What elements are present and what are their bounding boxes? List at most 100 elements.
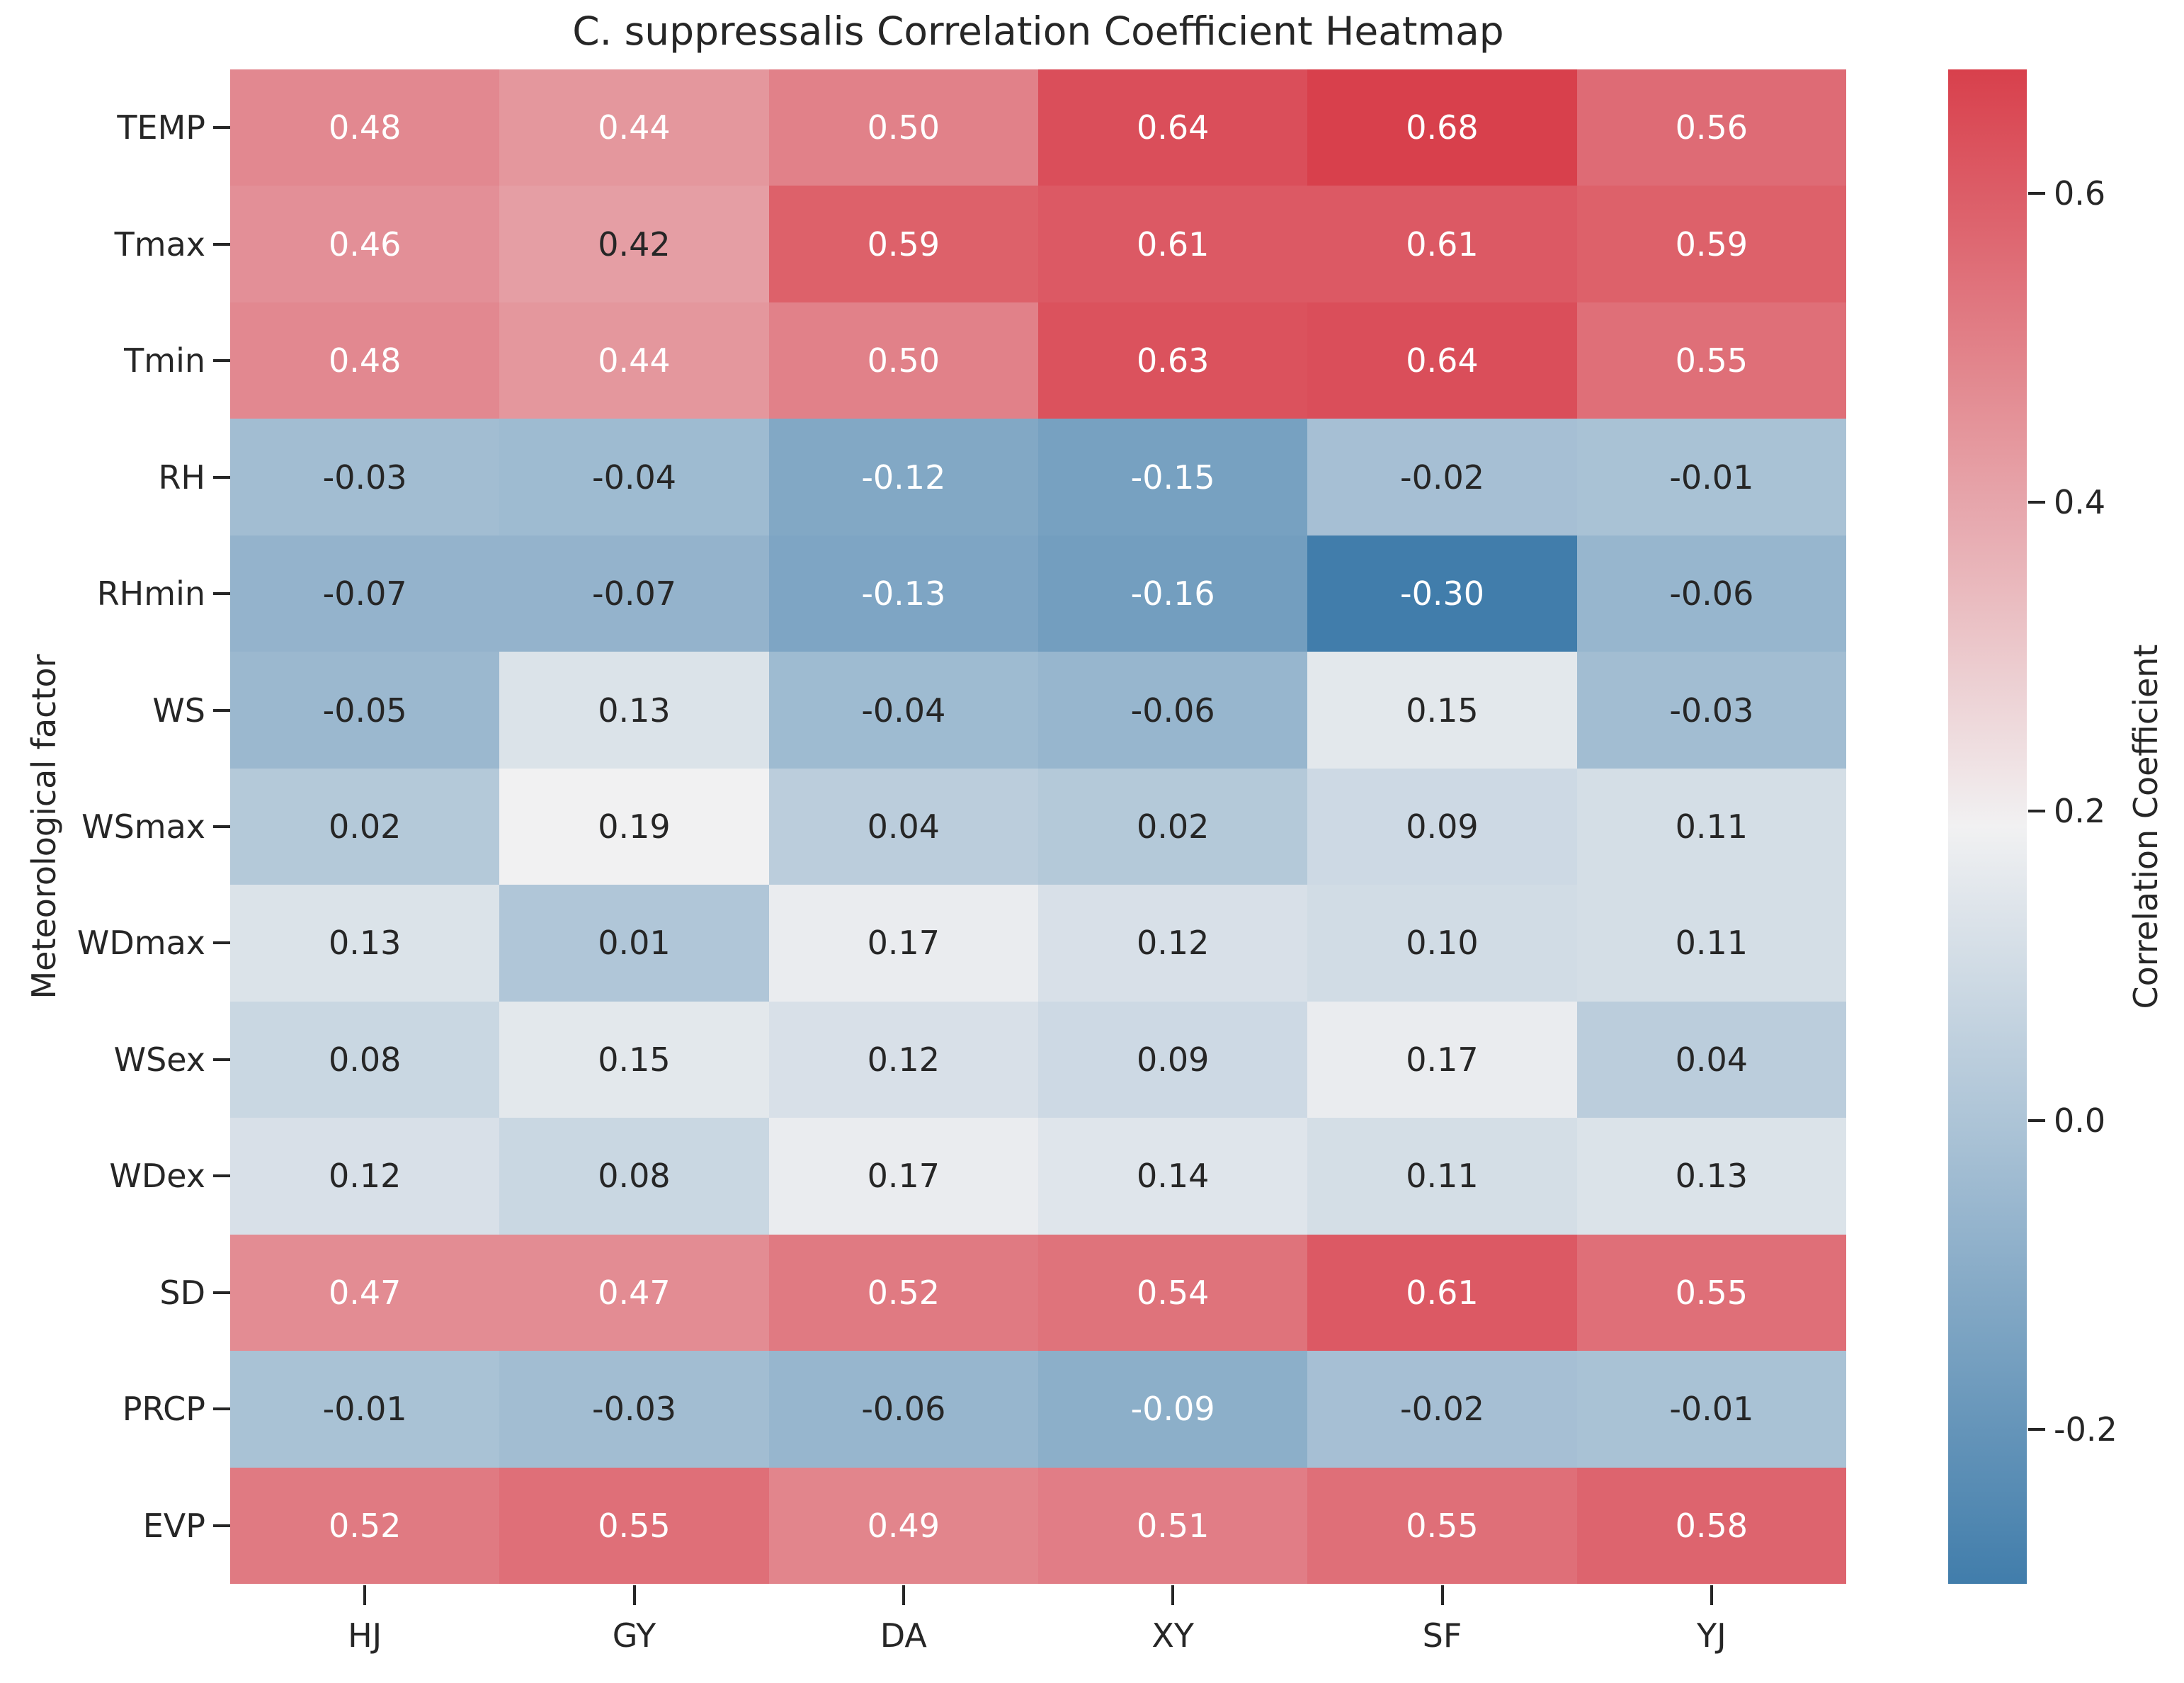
- heatmap-cell: 0.52: [230, 1467, 500, 1584]
- heatmap-cell: 0.61: [1038, 186, 1308, 302]
- heatmap-cell: 0.09: [1038, 1001, 1308, 1118]
- heatmap-cell: -0.13: [768, 535, 1038, 652]
- x-tick-mark: [1171, 1585, 1175, 1605]
- heatmap-cell: 0.11: [1576, 885, 1846, 1002]
- heatmap-cell: 0.15: [499, 1001, 769, 1118]
- heatmap: 0.48 0.44 0.50 0.64 0.68 0.56 0.46 0.42 0.59 0.61…: [230, 69, 1846, 1584]
- y-tick-label: RH: [158, 458, 205, 497]
- heatmap-cell: 0.02: [230, 768, 500, 885]
- y-tick-label: RHmin: [96, 574, 205, 613]
- x-tick-mark: [1440, 1585, 1444, 1605]
- colorbar-tick-label: 0.0: [2054, 1101, 2106, 1140]
- heatmap-cell: 0.47: [499, 1234, 769, 1352]
- heatmap-cell: 0.12: [1038, 885, 1308, 1002]
- heatmap-cell: -0.09: [1038, 1351, 1308, 1468]
- colorbar-tick-label: -0.2: [2054, 1410, 2117, 1449]
- heatmap-cell: 0.13: [499, 652, 769, 769]
- heatmap-cell: 0.08: [499, 1118, 769, 1235]
- heatmap-cell: 0.19: [499, 768, 769, 885]
- y-tick-label: WS: [152, 691, 205, 730]
- heatmap-cell: 0.49: [768, 1467, 1038, 1584]
- heatmap-cell: -0.03: [1576, 652, 1846, 769]
- y-tick-mark: [213, 825, 230, 828]
- colorbar-tick-label: 0.6: [2054, 174, 2106, 212]
- heatmap-cell: 0.02: [1038, 768, 1308, 885]
- y-tick-label: WDex: [109, 1157, 205, 1196]
- y-tick-mark: [213, 475, 230, 479]
- heatmap-cell: 0.52: [768, 1234, 1038, 1352]
- heatmap-cell: 0.11: [1307, 1118, 1577, 1235]
- heatmap-cell: -0.04: [499, 419, 769, 536]
- heatmap-cell: 0.68: [1307, 69, 1577, 186]
- heatmap-cell: 0.09: [1307, 768, 1577, 885]
- x-tick-mark: [363, 1585, 367, 1605]
- heatmap-cell: -0.16: [1038, 535, 1308, 652]
- heatmap-cell: 0.08: [230, 1001, 500, 1118]
- x-tick-label: GY: [612, 1616, 656, 1655]
- heatmap-cell: 0.46: [230, 186, 500, 302]
- heatmap-cell: 0.01: [499, 885, 769, 1002]
- colorbar-tick-mark: [2028, 500, 2045, 504]
- heatmap-cell: 0.12: [768, 1001, 1038, 1118]
- heatmap-cell: -0.03: [230, 419, 500, 536]
- y-tick-mark: [213, 359, 230, 363]
- heatmap-cell: 0.04: [1576, 1001, 1846, 1118]
- heatmap-cell: 0.55: [1576, 1234, 1846, 1352]
- heatmap-cell: -0.07: [230, 535, 500, 652]
- y-tick-label: SD: [159, 1273, 205, 1312]
- heatmap-cell: 0.47: [230, 1234, 500, 1352]
- heatmap-cell: -0.05: [230, 652, 500, 769]
- heatmap-cell: 0.64: [1038, 69, 1308, 186]
- heatmap-cell: 0.56: [1576, 69, 1846, 186]
- heatmap-cell: 0.17: [768, 885, 1038, 1002]
- y-tick-mark: [213, 708, 230, 712]
- x-tick-label: HJ: [348, 1616, 382, 1655]
- x-tick-label: XY: [1151, 1616, 1194, 1655]
- heatmap-cell: 0.64: [1307, 302, 1577, 419]
- y-tick-mark: [213, 1524, 230, 1527]
- heatmap-cell: 0.50: [768, 69, 1038, 186]
- heatmap-cell: -0.06: [1576, 535, 1846, 652]
- heatmap-cell: 0.42: [499, 186, 769, 302]
- y-tick-label: Tmin: [124, 341, 205, 380]
- heatmap-cell: -0.12: [768, 419, 1038, 536]
- heatmap-cell: 0.51: [1038, 1467, 1308, 1584]
- y-tick-mark: [213, 941, 230, 945]
- y-tick-label: PRCP: [122, 1390, 205, 1429]
- heatmap-cell: 0.13: [230, 885, 500, 1002]
- heatmap-cell: -0.30: [1307, 535, 1577, 652]
- heatmap-cell: 0.55: [1307, 1467, 1577, 1584]
- colorbar-tick-mark: [2028, 191, 2045, 195]
- heatmap-cell: -0.01: [1576, 419, 1846, 536]
- y-tick-mark: [213, 242, 230, 246]
- heatmap-cell: 0.10: [1307, 885, 1577, 1002]
- colorbar-tick-mark: [2028, 1118, 2045, 1122]
- heatmap-cell: -0.06: [768, 1351, 1038, 1468]
- x-tick-label: SF: [1422, 1616, 1462, 1655]
- y-tick-label: WDmax: [76, 924, 205, 963]
- heatmap-cell: 0.54: [1038, 1234, 1308, 1352]
- heatmap-cell: 0.50: [768, 302, 1038, 419]
- heatmap-cell: 0.61: [1307, 1234, 1577, 1352]
- colorbar-label: Correlation Coefficient: [2127, 644, 2165, 1009]
- heatmap-cell: 0.61: [1307, 186, 1577, 302]
- heatmap-cell: -0.02: [1307, 1351, 1577, 1468]
- heatmap-cell: 0.17: [768, 1118, 1038, 1235]
- colorbar-tick-mark: [2028, 1427, 2045, 1431]
- heatmap-cell: 0.14: [1038, 1118, 1308, 1235]
- x-tick-label: DA: [880, 1616, 927, 1655]
- heatmap-cell: -0.07: [499, 535, 769, 652]
- heatmap-cell: 0.63: [1038, 302, 1308, 419]
- y-tick-mark: [213, 126, 230, 130]
- y-tick-label: EVP: [142, 1506, 205, 1545]
- heatmap-cell: 0.44: [499, 302, 769, 419]
- heatmap-cell: 0.48: [230, 69, 500, 186]
- heatmap-cell: 0.59: [1576, 186, 1846, 302]
- chart-title: C. suppressalis Correlation Coefficient …: [572, 8, 1504, 54]
- heatmap-cell: 0.12: [230, 1118, 500, 1235]
- y-tick-label: WSex: [113, 1040, 205, 1079]
- x-tick-label: YJ: [1696, 1616, 1727, 1655]
- heatmap-cell: 0.59: [768, 186, 1038, 302]
- y-tick-label: TEMP: [117, 108, 205, 147]
